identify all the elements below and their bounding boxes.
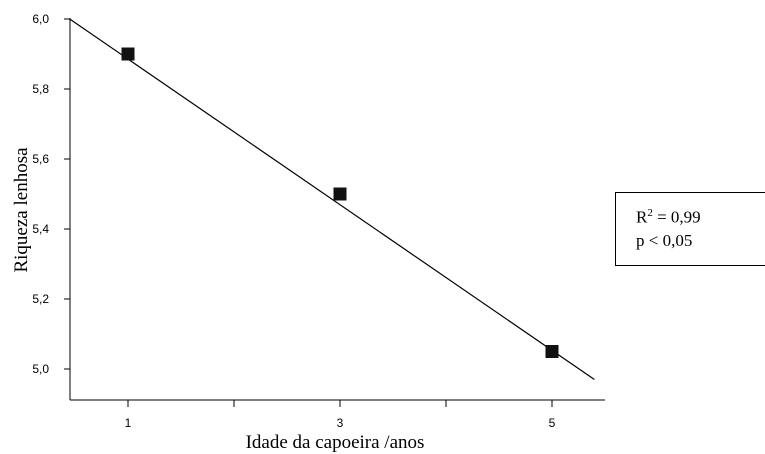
data-point: [121, 47, 135, 61]
data-points: [121, 47, 559, 358]
regression-line: [69, 18, 595, 380]
y-axis-title: Riqueza lenhosa: [11, 147, 32, 273]
y-tick-label: 6,0: [32, 12, 49, 26]
x-tick-label: 1: [125, 416, 132, 430]
regression-line-layer: [69, 18, 595, 380]
y-tick-label: 5,0: [32, 362, 49, 376]
y-ticks: 5,0 5,2 5,4 5,6 5,8 6,0: [32, 12, 70, 376]
y-tick-label: 5,6: [32, 152, 49, 166]
statistics-box: R2 = 0,99 p < 0,05: [615, 192, 765, 266]
r-squared-text: R2 = 0,99: [636, 207, 701, 227]
data-point: [545, 345, 559, 358]
x-ticks: 1 3 5: [125, 400, 556, 430]
x-axis-title: Idade da capoeira /anos: [246, 432, 425, 453]
y-tick-label: 5,2: [32, 292, 49, 306]
x-tick-label: 5: [549, 416, 556, 430]
x-tick-label: 3: [337, 416, 344, 430]
y-tick-label: 5,8: [32, 82, 49, 96]
data-point: [333, 187, 347, 201]
p-value-text: p < 0,05: [636, 230, 693, 250]
y-tick-label: 5,4: [32, 222, 49, 236]
